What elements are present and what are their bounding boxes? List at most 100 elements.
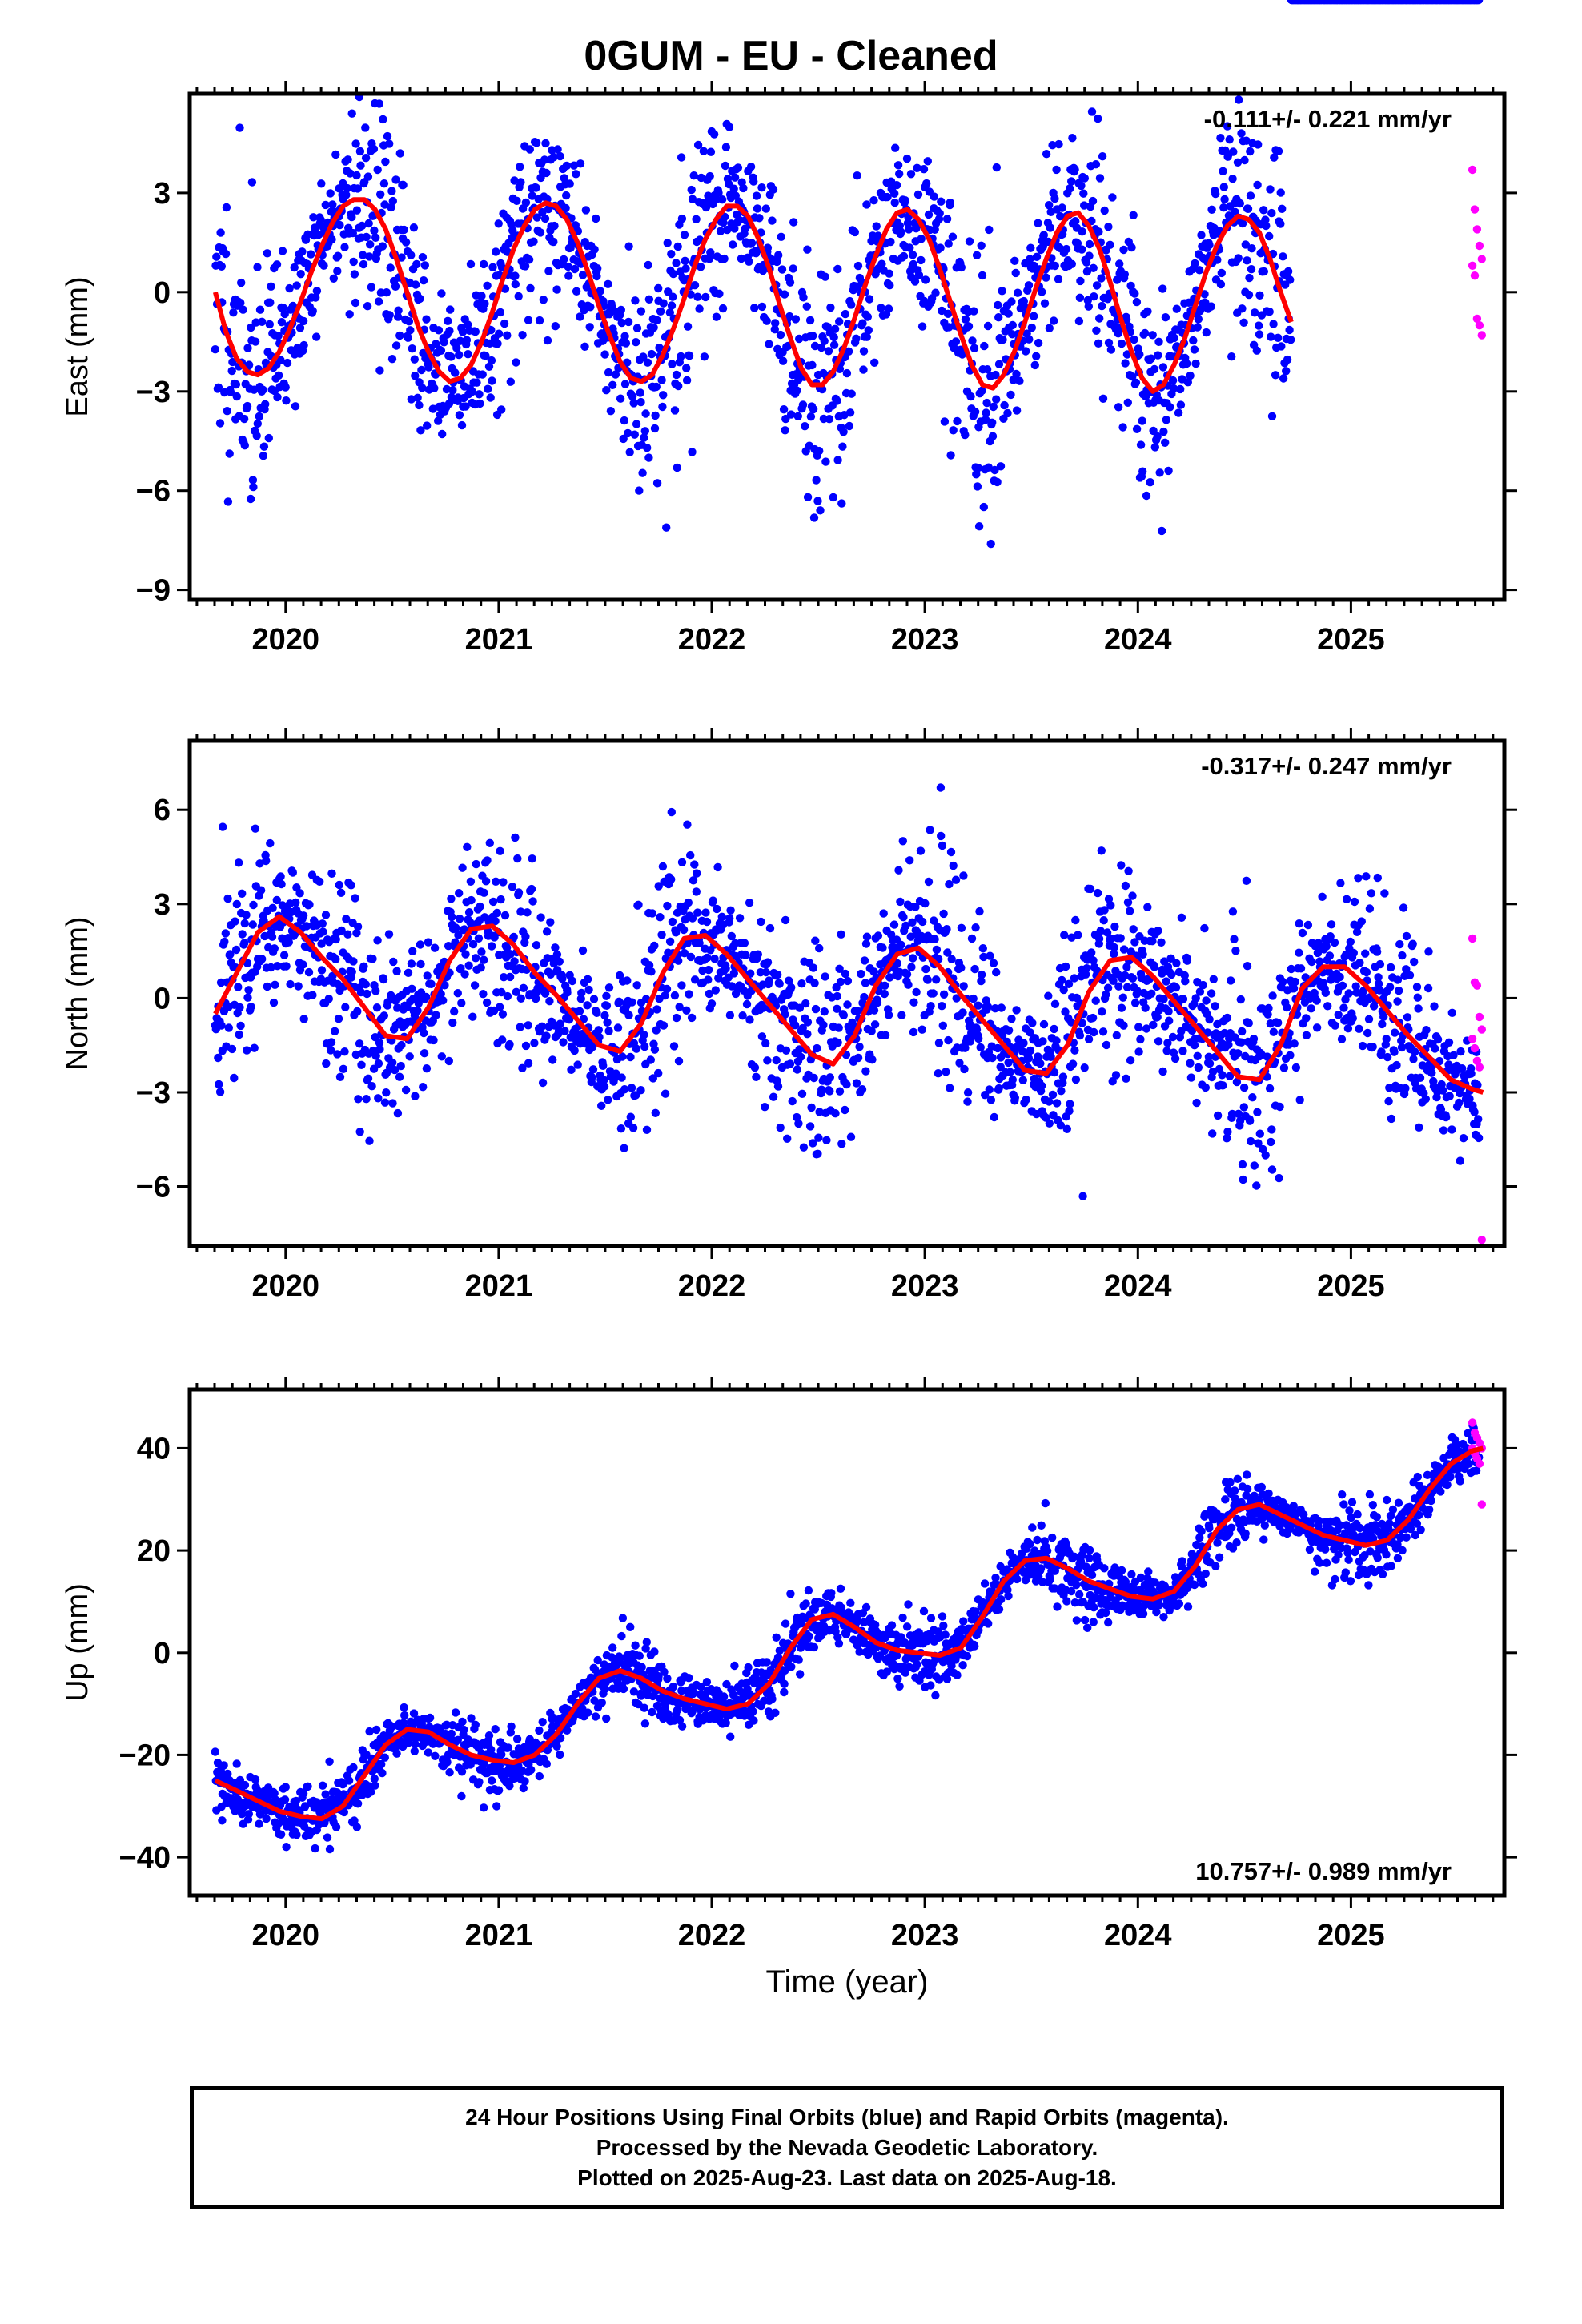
up-final-orbit-point bbox=[494, 1786, 504, 1795]
up-final-orbit-point bbox=[232, 1759, 241, 1768]
east-final-orbit-point bbox=[885, 269, 893, 278]
east-final-orbit-point bbox=[486, 393, 495, 402]
east-final-orbit-point bbox=[416, 294, 424, 304]
east-final-orbit-point bbox=[243, 401, 252, 411]
north-final-orbit-point bbox=[959, 871, 968, 880]
north-final-orbit-point bbox=[401, 1085, 411, 1095]
north-rapid-orbit-point bbox=[1475, 1012, 1484, 1022]
east-final-orbit-point bbox=[777, 265, 787, 274]
east-final-orbit-point bbox=[493, 339, 502, 348]
north-final-orbit-point bbox=[932, 945, 942, 955]
north-final-orbit-point bbox=[251, 824, 260, 833]
north-final-orbit-point bbox=[321, 911, 331, 919]
east-final-orbit-point bbox=[1235, 95, 1243, 104]
east-final-orbit-point bbox=[511, 279, 520, 289]
north-final-orbit-point bbox=[419, 1083, 428, 1092]
east-final-orbit-point bbox=[564, 271, 573, 280]
east-final-orbit-point bbox=[586, 303, 595, 312]
east-final-orbit-point bbox=[544, 267, 553, 275]
north-final-orbit-point bbox=[1008, 1076, 1018, 1084]
north-final-orbit-point bbox=[1200, 923, 1209, 933]
east-final-orbit-point bbox=[1094, 114, 1102, 123]
east-final-orbit-point bbox=[746, 163, 756, 171]
north-final-orbit-point bbox=[1238, 1160, 1247, 1169]
east-final-orbit-point bbox=[1269, 320, 1278, 328]
north-final-orbit-point bbox=[521, 1041, 531, 1051]
north-final-orbit-point bbox=[898, 837, 908, 846]
north-final-orbit-point bbox=[216, 978, 226, 987]
east-final-orbit-point bbox=[753, 204, 762, 213]
east-final-orbit-point bbox=[688, 195, 697, 203]
east-final-orbit-point bbox=[985, 225, 994, 235]
north-final-orbit-point bbox=[1201, 1083, 1211, 1092]
north-final-orbit-point bbox=[1205, 1015, 1214, 1024]
east-final-orbit-point bbox=[705, 255, 714, 263]
north-final-orbit-point bbox=[499, 878, 508, 887]
east-final-orbit-point bbox=[765, 340, 773, 348]
north-final-orbit-point bbox=[1024, 1054, 1034, 1063]
up-final-orbit-point bbox=[460, 1725, 468, 1735]
east-final-orbit-point bbox=[1122, 315, 1131, 324]
east-final-orbit-point bbox=[1098, 301, 1106, 311]
east-final-orbit-point bbox=[518, 331, 527, 340]
north-final-orbit-point bbox=[256, 886, 266, 895]
north-final-orbit-point bbox=[627, 1084, 636, 1092]
north-final-orbit-point bbox=[1150, 963, 1159, 971]
north-final-orbit-point bbox=[1402, 931, 1411, 941]
north-final-orbit-point bbox=[1036, 1059, 1045, 1068]
north-final-orbit-point bbox=[1410, 957, 1419, 967]
north-final-orbit-point bbox=[1052, 1099, 1062, 1108]
east-final-orbit-point bbox=[652, 382, 661, 392]
north-final-orbit-point bbox=[1373, 873, 1383, 883]
east-final-orbit-point bbox=[619, 434, 628, 444]
north-final-orbit-point bbox=[1302, 1014, 1311, 1023]
east-final-orbit-point bbox=[236, 299, 245, 308]
east-final-orbit-point bbox=[998, 335, 1007, 344]
north-final-orbit-point bbox=[693, 869, 701, 878]
east-final-orbit-point bbox=[1032, 352, 1041, 360]
east-final-orbit-point bbox=[326, 189, 335, 198]
north-final-orbit-point bbox=[1234, 1049, 1243, 1058]
east-final-orbit-point bbox=[829, 332, 838, 342]
up-final-orbit-point bbox=[380, 1753, 389, 1762]
east-final-orbit-point bbox=[972, 251, 982, 259]
north-final-orbit-point bbox=[1414, 1004, 1423, 1013]
north-final-orbit-point bbox=[674, 956, 683, 965]
east-final-orbit-point bbox=[1095, 314, 1104, 323]
north-final-orbit-point bbox=[939, 990, 949, 999]
north-final-orbit-point bbox=[857, 1085, 867, 1094]
east-final-orbit-point bbox=[632, 338, 640, 347]
east-final-orbit-point bbox=[569, 161, 579, 170]
up-final-orbit-point bbox=[520, 1777, 529, 1786]
north-final-orbit-point bbox=[836, 977, 845, 987]
east-final-orbit-point bbox=[1239, 318, 1248, 327]
east-final-orbit-point bbox=[1050, 261, 1060, 271]
east-final-orbit-point bbox=[798, 400, 808, 409]
east-final-orbit-point bbox=[217, 262, 226, 271]
east-final-orbit-point bbox=[845, 408, 855, 417]
north-final-orbit-point bbox=[1010, 1093, 1020, 1102]
north-rapid-orbit-point bbox=[1468, 1035, 1477, 1043]
east-final-orbit-point bbox=[342, 191, 351, 199]
east-final-orbit-point bbox=[247, 178, 257, 187]
east-final-orbit-point bbox=[862, 332, 872, 341]
east-final-orbit-point bbox=[892, 181, 901, 190]
east-final-orbit-point bbox=[1287, 336, 1295, 344]
north-final-orbit-point bbox=[1128, 891, 1137, 900]
east-final-orbit-point bbox=[1243, 204, 1253, 213]
up-final-orbit-point bbox=[244, 1810, 253, 1819]
east-final-orbit-point bbox=[815, 446, 824, 456]
north-final-orbit-point bbox=[1134, 1047, 1143, 1056]
north-final-orbit-point bbox=[825, 1073, 835, 1082]
north-final-orbit-point bbox=[384, 930, 394, 939]
north-rate-label: -0.317+/- 0.247 mm/yr bbox=[1201, 752, 1452, 780]
east-final-orbit-point bbox=[350, 270, 359, 279]
east-final-orbit-point bbox=[1283, 355, 1292, 364]
up-final-orbit-point bbox=[353, 1799, 363, 1808]
east-final-orbit-point bbox=[394, 306, 403, 315]
east-final-orbit-point bbox=[917, 255, 926, 265]
east-final-orbit-point bbox=[366, 240, 375, 249]
east-final-orbit-point bbox=[228, 357, 237, 367]
east-final-orbit-point bbox=[383, 131, 392, 141]
north-final-orbit-point bbox=[797, 1089, 807, 1099]
